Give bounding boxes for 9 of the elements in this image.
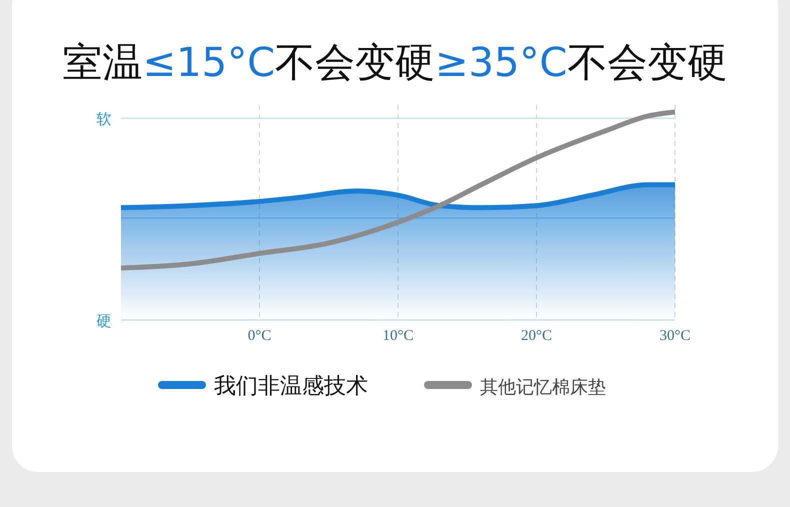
x-tick-label: 30°C	[659, 328, 691, 344]
x-tick-label: 10°C	[382, 328, 414, 344]
x-tick-label: 20°C	[520, 328, 552, 344]
ref-line-label: 软	[96, 110, 112, 128]
legend-label: 我们非温感技术	[214, 374, 368, 399]
legend-label: 其他记忆棉床垫	[480, 377, 606, 398]
x-tick-label: 0°C	[248, 328, 272, 344]
text: 硬	[96, 312, 112, 330]
chart-title: 室温≤15°C不会变硬≥35°C不会变硬	[62, 40, 728, 86]
